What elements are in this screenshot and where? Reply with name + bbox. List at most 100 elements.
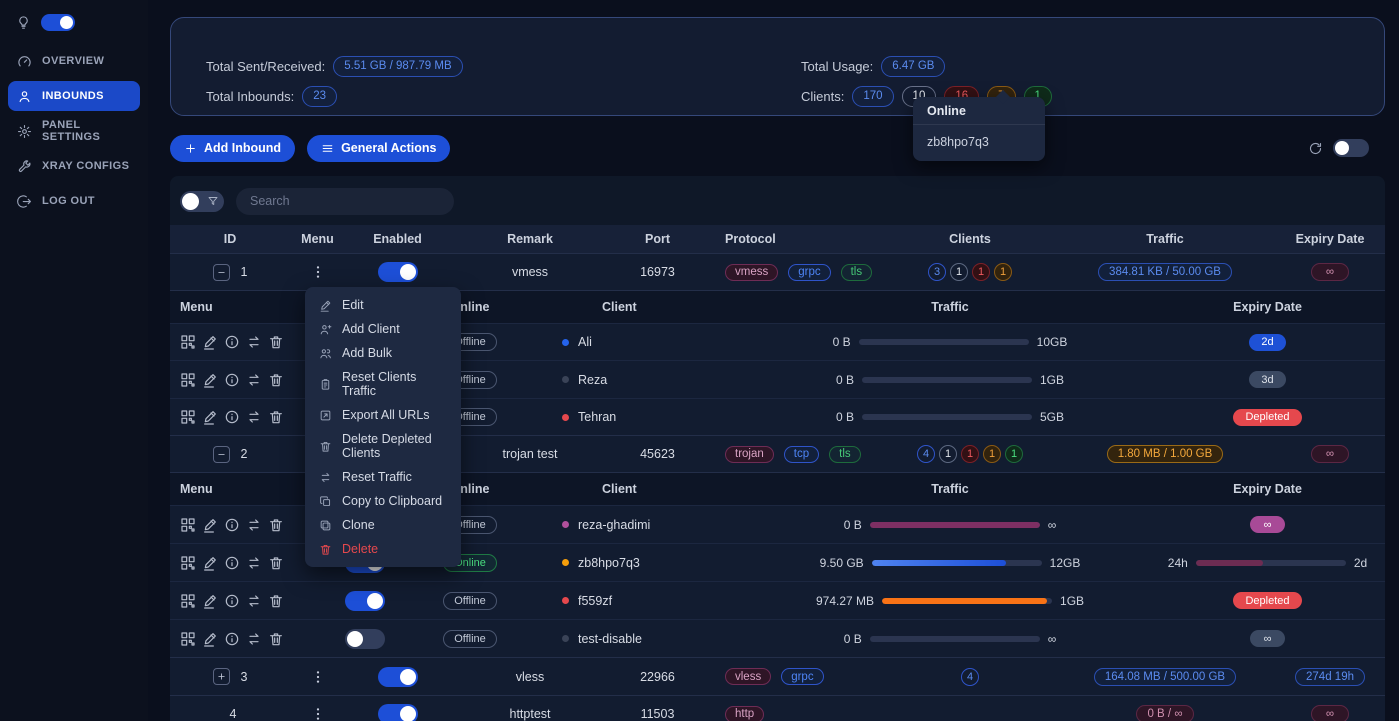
clients-depleted-badge[interactable]: 1 xyxy=(961,445,979,463)
edit-client-icon[interactable] xyxy=(202,555,218,571)
clients-count-badge[interactable]: 4 xyxy=(917,445,935,463)
filter-toggle[interactable] xyxy=(180,190,224,212)
header-menu: Menu xyxy=(301,232,334,246)
edit-client-icon[interactable] xyxy=(202,334,218,350)
stat-label: Clients: xyxy=(801,89,845,104)
clients-deactive-badge[interactable]: 1 xyxy=(939,445,957,463)
sidebar-item-logout[interactable]: LOG OUT xyxy=(8,186,140,216)
delete-client-icon[interactable] xyxy=(268,334,284,350)
inbound-port: 11503 xyxy=(640,707,675,721)
delete-client-icon[interactable] xyxy=(268,409,284,425)
menu-item-reset-clients-traffic[interactable]: Reset Clients Traffic xyxy=(305,365,461,403)
reset-traffic-icon[interactable] xyxy=(246,631,262,647)
reset-traffic-icon[interactable] xyxy=(246,372,262,388)
auto-refresh-toggle[interactable] xyxy=(1333,139,1369,157)
delete-client-icon[interactable] xyxy=(268,631,284,647)
enabled-toggle[interactable] xyxy=(377,704,418,721)
menu-item-delete-depleted-clients[interactable]: Delete Depleted Clients xyxy=(305,427,461,465)
info-icon[interactable] xyxy=(224,593,240,609)
qrcode-icon[interactable] xyxy=(180,555,196,571)
reset-traffic-icon[interactable] xyxy=(246,555,262,571)
menu-item-edit[interactable]: Edit xyxy=(305,293,461,317)
inbound-port: 45623 xyxy=(640,447,675,461)
qrcode-icon[interactable] xyxy=(180,593,196,609)
edit-client-icon[interactable] xyxy=(202,372,218,388)
info-icon[interactable] xyxy=(224,555,240,571)
clients-depleted-badge[interactable]: 1 xyxy=(972,263,990,281)
info-icon[interactable] xyxy=(224,334,240,350)
reset-traffic-icon[interactable] xyxy=(246,517,262,533)
refresh-icon[interactable] xyxy=(1308,141,1323,156)
edit-client-icon[interactable] xyxy=(202,409,218,425)
menu-item-add-client[interactable]: Add Client xyxy=(305,317,461,341)
sidebar-item-label: INBOUNDS xyxy=(42,90,104,102)
sidebar-item-overview[interactable]: OVERVIEW xyxy=(8,46,140,76)
traffic-cap: 5GB xyxy=(1040,410,1065,424)
info-icon[interactable] xyxy=(224,409,240,425)
sidebar-item-panel-settings[interactable]: PANEL SETTINGS xyxy=(8,116,140,146)
protocol-tag: trojan xyxy=(725,445,774,463)
enabled-toggle[interactable] xyxy=(377,666,418,687)
subheader-traffic: Traffic xyxy=(931,482,969,496)
client-color-dot xyxy=(562,338,569,346)
clients-expiring-badge[interactable]: 1 xyxy=(994,263,1012,281)
sidebar-item-xray-configs[interactable]: XRAY CONFIGS xyxy=(8,151,140,181)
general-actions-button[interactable]: General Actions xyxy=(307,134,451,162)
qrcode-icon[interactable] xyxy=(180,334,196,350)
clients-count-badge[interactable]: 3 xyxy=(928,263,946,281)
reset-traffic-icon[interactable] xyxy=(246,334,262,350)
sidebar-item-inbounds[interactable]: INBOUNDS xyxy=(8,81,140,111)
traffic-cap: 1GB xyxy=(1060,593,1085,608)
edit-client-icon[interactable] xyxy=(202,631,218,647)
menu-item-delete[interactable]: Delete xyxy=(305,537,461,561)
status-badge: Online xyxy=(443,553,497,572)
info-icon[interactable] xyxy=(224,372,240,388)
clients-total-badge[interactable]: 170 xyxy=(852,86,894,107)
reset-traffic-icon[interactable] xyxy=(246,409,262,425)
add-inbound-button[interactable]: Add Inbound xyxy=(170,134,296,162)
edit-client-icon[interactable] xyxy=(202,517,218,533)
reset-traffic-icon[interactable] xyxy=(246,593,262,609)
info-icon[interactable] xyxy=(224,631,240,647)
traffic-cap: 1GB xyxy=(1040,372,1065,387)
qrcode-icon[interactable] xyxy=(180,631,196,647)
enabled-toggle[interactable] xyxy=(377,262,418,282)
clients-deactive-badge[interactable]: 1 xyxy=(950,263,968,281)
info-icon[interactable] xyxy=(224,517,240,533)
menu-item-export-all-urls[interactable]: Export All URLs xyxy=(305,403,461,427)
menu-item-add-bulk[interactable]: Add Bulk xyxy=(305,341,461,365)
collapse-row-button[interactable] xyxy=(212,263,230,281)
delete-depleted-clients-icon xyxy=(319,440,332,453)
qrcode-icon[interactable] xyxy=(180,517,196,533)
qrcode-icon[interactable] xyxy=(180,372,196,388)
sidebar-item-label: LOG OUT xyxy=(42,195,95,207)
client-enabled-toggle[interactable] xyxy=(345,590,385,611)
row-menu-button[interactable] xyxy=(310,706,326,721)
client-color-dot xyxy=(562,635,569,642)
expand-row-button[interactable] xyxy=(212,668,230,685)
menu-item-clone[interactable]: Clone xyxy=(305,513,461,537)
delete-client-icon[interactable] xyxy=(268,372,284,388)
header-traffic: Traffic xyxy=(1146,232,1184,246)
delete-client-icon[interactable] xyxy=(268,593,284,609)
expiry-chip: ∞ xyxy=(1249,516,1286,533)
delete-client-icon[interactable] xyxy=(268,555,284,571)
search-input[interactable] xyxy=(236,187,454,215)
menu-item-copy-to-clipboard[interactable]: Copy to Clipboard xyxy=(305,489,461,513)
edit-client-icon[interactable] xyxy=(202,593,218,609)
menu-item-reset-traffic[interactable]: Reset Traffic xyxy=(305,465,461,489)
expiry-total: 2d xyxy=(1353,555,1368,570)
client-enabled-toggle[interactable] xyxy=(345,628,385,649)
theme-toggle[interactable] xyxy=(41,14,75,31)
table-header: ID Menu Enabled Remark Port Protocol Cli… xyxy=(170,225,1385,253)
inbound-remark: vmess xyxy=(511,265,549,279)
qrcode-icon[interactable] xyxy=(180,409,196,425)
stat-label: Total Usage: xyxy=(801,59,874,74)
clients-expiring-badge[interactable]: 1 xyxy=(983,445,1001,463)
clients-online-badge[interactable]: 1 xyxy=(1005,445,1023,463)
collapse-row-button[interactable] xyxy=(212,445,230,463)
delete-client-icon[interactable] xyxy=(268,517,284,533)
clients-count-badge[interactable]: 4 xyxy=(961,667,979,686)
row-menu-button[interactable] xyxy=(310,669,326,685)
row-menu-button[interactable] xyxy=(310,264,326,280)
